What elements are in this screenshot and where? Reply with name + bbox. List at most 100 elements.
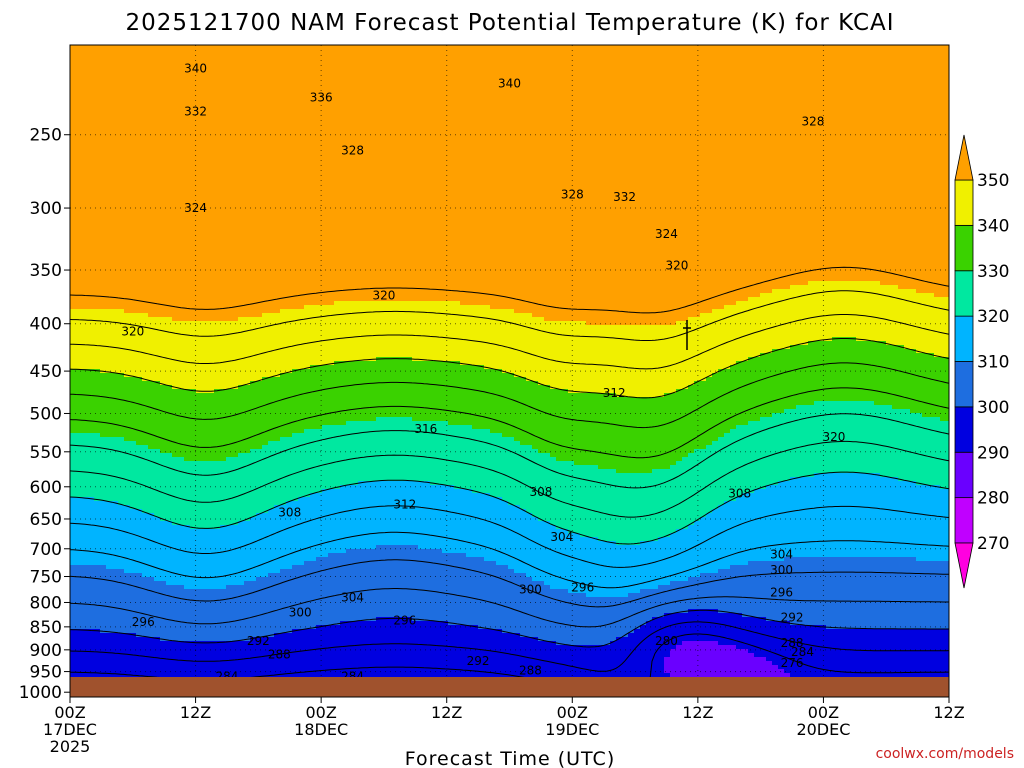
x-tick-label: 2025 [50, 737, 91, 756]
contour-fill-cell [676, 529, 683, 582]
contour-fill-cell [892, 629, 899, 686]
contour-fill-cell [622, 637, 629, 698]
contour-fill-cell [370, 549, 377, 622]
contour-fill-cell [124, 505, 131, 574]
contour-fill-cell [898, 557, 905, 630]
contour-fill-cell [844, 45, 851, 282]
contour-fill-cell [292, 45, 299, 310]
contour-fill-cell [382, 481, 389, 546]
contour-fill-cell [76, 369, 83, 434]
contour-fill-cell [262, 45, 269, 314]
contour-fill-cell [610, 541, 617, 598]
contour-fill-cell [508, 569, 515, 634]
contour-fill-cell [574, 533, 581, 594]
contour-fill-cell [526, 445, 533, 514]
contour-fill-cell [946, 297, 950, 358]
contour-fill-cell [406, 545, 413, 618]
contour-fill-cell [730, 501, 737, 566]
contour-fill-cell [394, 45, 401, 302]
contour-fill-cell [298, 45, 305, 310]
contour-fill-cell [88, 497, 95, 566]
contour-fill-cell [670, 465, 677, 534]
contour-fill-cell [538, 453, 545, 522]
contour-fill-cell [694, 449, 701, 522]
contour-fill-cell [208, 529, 215, 590]
contour-fill-cell [580, 321, 587, 394]
contour-fill-cell [124, 573, 131, 634]
contour-label: 304 [770, 547, 793, 561]
contour-fill-cell [178, 525, 185, 586]
contour-fill-cell [358, 45, 365, 302]
contour-fill-cell [730, 613, 737, 646]
contour-fill-cell [490, 629, 497, 686]
contour-fill-cell [88, 309, 95, 370]
x-tick-label: 19DEC [545, 720, 599, 739]
contour-fill-cell [682, 641, 689, 698]
contour-fill-cell [352, 421, 359, 486]
contour-fill-cell [898, 345, 905, 410]
contour-fill-cell [298, 629, 305, 682]
contour-fill-cell [754, 421, 761, 490]
contour-fill-cell [442, 361, 449, 422]
contour-fill-cell [934, 45, 941, 298]
contour-fill-cell [418, 481, 425, 550]
contour-fill-cell [790, 45, 797, 286]
contour-fill-cell [118, 569, 125, 634]
contour-fill-cell [88, 565, 95, 630]
contour-fill-cell [220, 641, 227, 690]
contour-fill-cell [232, 585, 239, 642]
contour-fill-cell [802, 405, 809, 478]
contour-fill-cell [274, 573, 281, 634]
contour-fill-cell [178, 389, 185, 458]
contour-fill-cell [376, 45, 383, 302]
contour-fill-cell [862, 473, 869, 558]
contour-fill-cell [118, 309, 125, 374]
contour-fill-cell [292, 369, 299, 434]
contour-fill-cell [574, 321, 581, 394]
contour-fill-cell [670, 533, 677, 582]
y-tick-label: 700 [30, 540, 62, 560]
contour-fill-cell [862, 401, 869, 474]
contour-fill-cell [196, 321, 203, 394]
contour-fill-cell [106, 309, 113, 374]
contour-fill-cell [190, 321, 197, 390]
contour-fill-cell [862, 557, 869, 630]
contour-fill-cell [442, 553, 449, 622]
contour-fill-cell [712, 45, 719, 310]
contour-fill-cell [724, 645, 731, 698]
contour-fill-cell [160, 45, 167, 318]
contour-fill-cell [346, 621, 353, 682]
contour-fill-cell [172, 641, 179, 690]
contour-fill-cell [538, 317, 545, 386]
contour-fill-cell [400, 481, 407, 546]
contour-fill-cell [184, 525, 191, 590]
contour-fill-cell [352, 301, 359, 362]
contour-fill-cell [700, 45, 707, 314]
contour-fill-cell [340, 301, 347, 362]
contour-fill-cell [712, 309, 719, 374]
contour-fill-cell [502, 45, 509, 310]
contour-fill-cell [598, 45, 605, 326]
contour-fill-cell [784, 289, 791, 350]
contour-fill-cell [592, 325, 599, 394]
contour-fill-cell [364, 549, 371, 622]
contour-fill-cell [796, 477, 803, 558]
contour-fill-cell [664, 325, 671, 394]
contour-fill-cell [190, 45, 197, 322]
contour-fill-cell [454, 45, 461, 302]
contour-fill-cell [100, 633, 107, 686]
contour-fill-cell [784, 409, 791, 482]
contour-fill-cell [604, 597, 611, 646]
contour-fill-cell [820, 45, 827, 282]
contour-label: 300 [770, 563, 793, 577]
contour-fill-cell [406, 45, 413, 302]
contour-fill-cell [538, 45, 545, 318]
contour-fill-cell [910, 413, 917, 482]
contour-fill-cell [790, 345, 797, 410]
contour-fill-cell [454, 553, 461, 626]
contour-fill-cell [190, 389, 197, 462]
contour-fill-cell [238, 453, 245, 522]
contour-fill-cell [580, 45, 587, 322]
contour-fill-cell [340, 621, 347, 682]
